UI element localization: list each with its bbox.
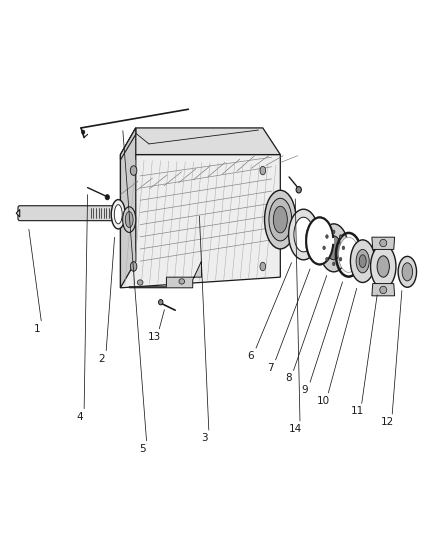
Polygon shape [129,261,201,288]
Text: 1: 1 [34,324,41,334]
Ellipse shape [309,222,331,260]
Ellipse shape [294,217,313,252]
Ellipse shape [81,130,85,134]
Ellipse shape [111,199,125,229]
Ellipse shape [265,190,296,249]
Ellipse shape [125,212,133,228]
Ellipse shape [356,249,369,273]
Ellipse shape [114,205,122,224]
Ellipse shape [325,257,328,261]
Polygon shape [120,155,280,288]
Ellipse shape [332,262,335,265]
Ellipse shape [339,235,342,238]
Ellipse shape [159,300,163,305]
Ellipse shape [350,240,375,282]
Ellipse shape [380,239,387,247]
Ellipse shape [339,257,342,261]
Ellipse shape [105,195,110,200]
Text: 8: 8 [285,374,292,383]
Polygon shape [372,284,395,296]
Text: 12: 12 [381,417,394,427]
Ellipse shape [342,246,345,249]
Ellipse shape [123,207,136,232]
Ellipse shape [332,230,335,233]
Text: 4: 4 [76,412,83,422]
Ellipse shape [260,262,265,271]
Ellipse shape [402,263,413,281]
Text: 7: 7 [267,363,274,373]
Ellipse shape [137,280,143,285]
Ellipse shape [306,217,333,264]
Polygon shape [372,237,395,249]
Ellipse shape [289,209,318,260]
Ellipse shape [269,198,292,241]
Ellipse shape [377,256,389,277]
FancyBboxPatch shape [18,206,113,221]
Ellipse shape [179,279,184,284]
Ellipse shape [323,246,325,249]
Text: 9: 9 [301,385,308,395]
Ellipse shape [273,206,287,233]
Text: 6: 6 [247,351,254,361]
Text: 5: 5 [139,444,146,454]
Polygon shape [120,128,280,155]
Ellipse shape [398,256,417,287]
Text: 13: 13 [148,332,161,342]
Text: 14: 14 [289,424,302,434]
Polygon shape [120,128,136,288]
Ellipse shape [131,262,137,271]
Ellipse shape [380,286,387,294]
Text: 3: 3 [201,433,208,443]
Text: 11: 11 [350,407,364,416]
Ellipse shape [359,255,366,268]
Polygon shape [16,209,20,217]
Text: 10: 10 [317,396,330,406]
Ellipse shape [296,187,301,193]
Ellipse shape [339,237,359,272]
Text: 2: 2 [98,354,105,364]
Ellipse shape [327,236,341,260]
Ellipse shape [320,224,348,272]
Ellipse shape [131,166,137,175]
Ellipse shape [260,166,265,175]
Ellipse shape [325,235,328,238]
Polygon shape [120,128,136,160]
Ellipse shape [371,245,396,288]
